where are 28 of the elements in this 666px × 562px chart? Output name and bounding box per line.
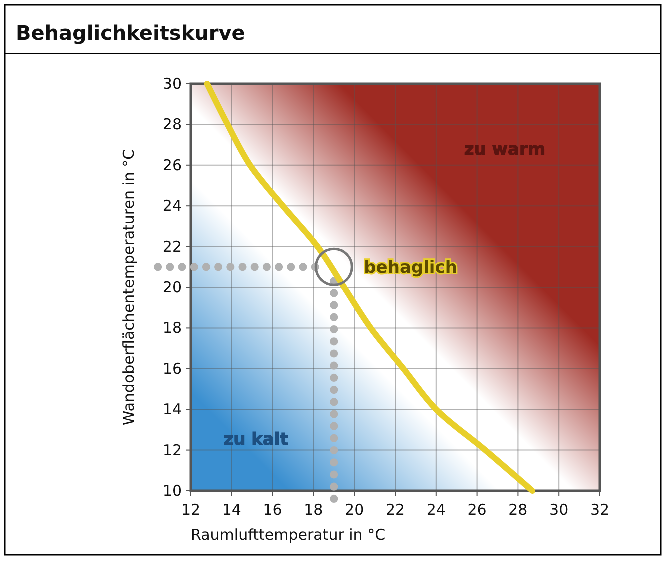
annotation: behaglich [364,258,458,278]
x-tick-label: 28 [508,501,528,519]
x-tick-label: 30 [550,501,569,519]
x-tick-label: 20 [345,501,364,519]
x-tick-label: 32 [590,501,610,519]
x-tick-label: 16 [263,501,282,519]
x-tick-label: 12 [181,501,201,519]
x-tick-label: 14 [222,501,242,519]
annotation: zu warm [464,140,546,160]
y-tick-label: 24 [162,197,182,216]
y-tick-label: 12 [162,441,182,460]
x-tick-label: 24 [426,501,446,519]
y-tick-label: 22 [162,238,182,256]
y-tick-label: 30 [162,75,182,93]
chart-title: Behaglichkeitskurve [16,21,246,45]
annotation: zu kalt [224,430,288,450]
y-tick-label: 18 [162,319,182,338]
x-tick-label: 26 [468,501,487,519]
x-tick-label: 22 [386,501,406,519]
x-tick-label: 18 [304,501,324,519]
y-tick-label: 16 [162,360,182,378]
y-tick-label: 20 [162,278,182,296]
y-tick-label: 28 [162,116,182,134]
y-tick-label: 10 [162,482,182,500]
y-tick-label: 14 [162,400,182,419]
y-tick-label: 26 [162,156,182,174]
y-axis-title: Wandoberflächentemperaturen in °C [120,149,138,426]
x-axis-title: Raumlufttemperatur in °C [191,526,386,544]
